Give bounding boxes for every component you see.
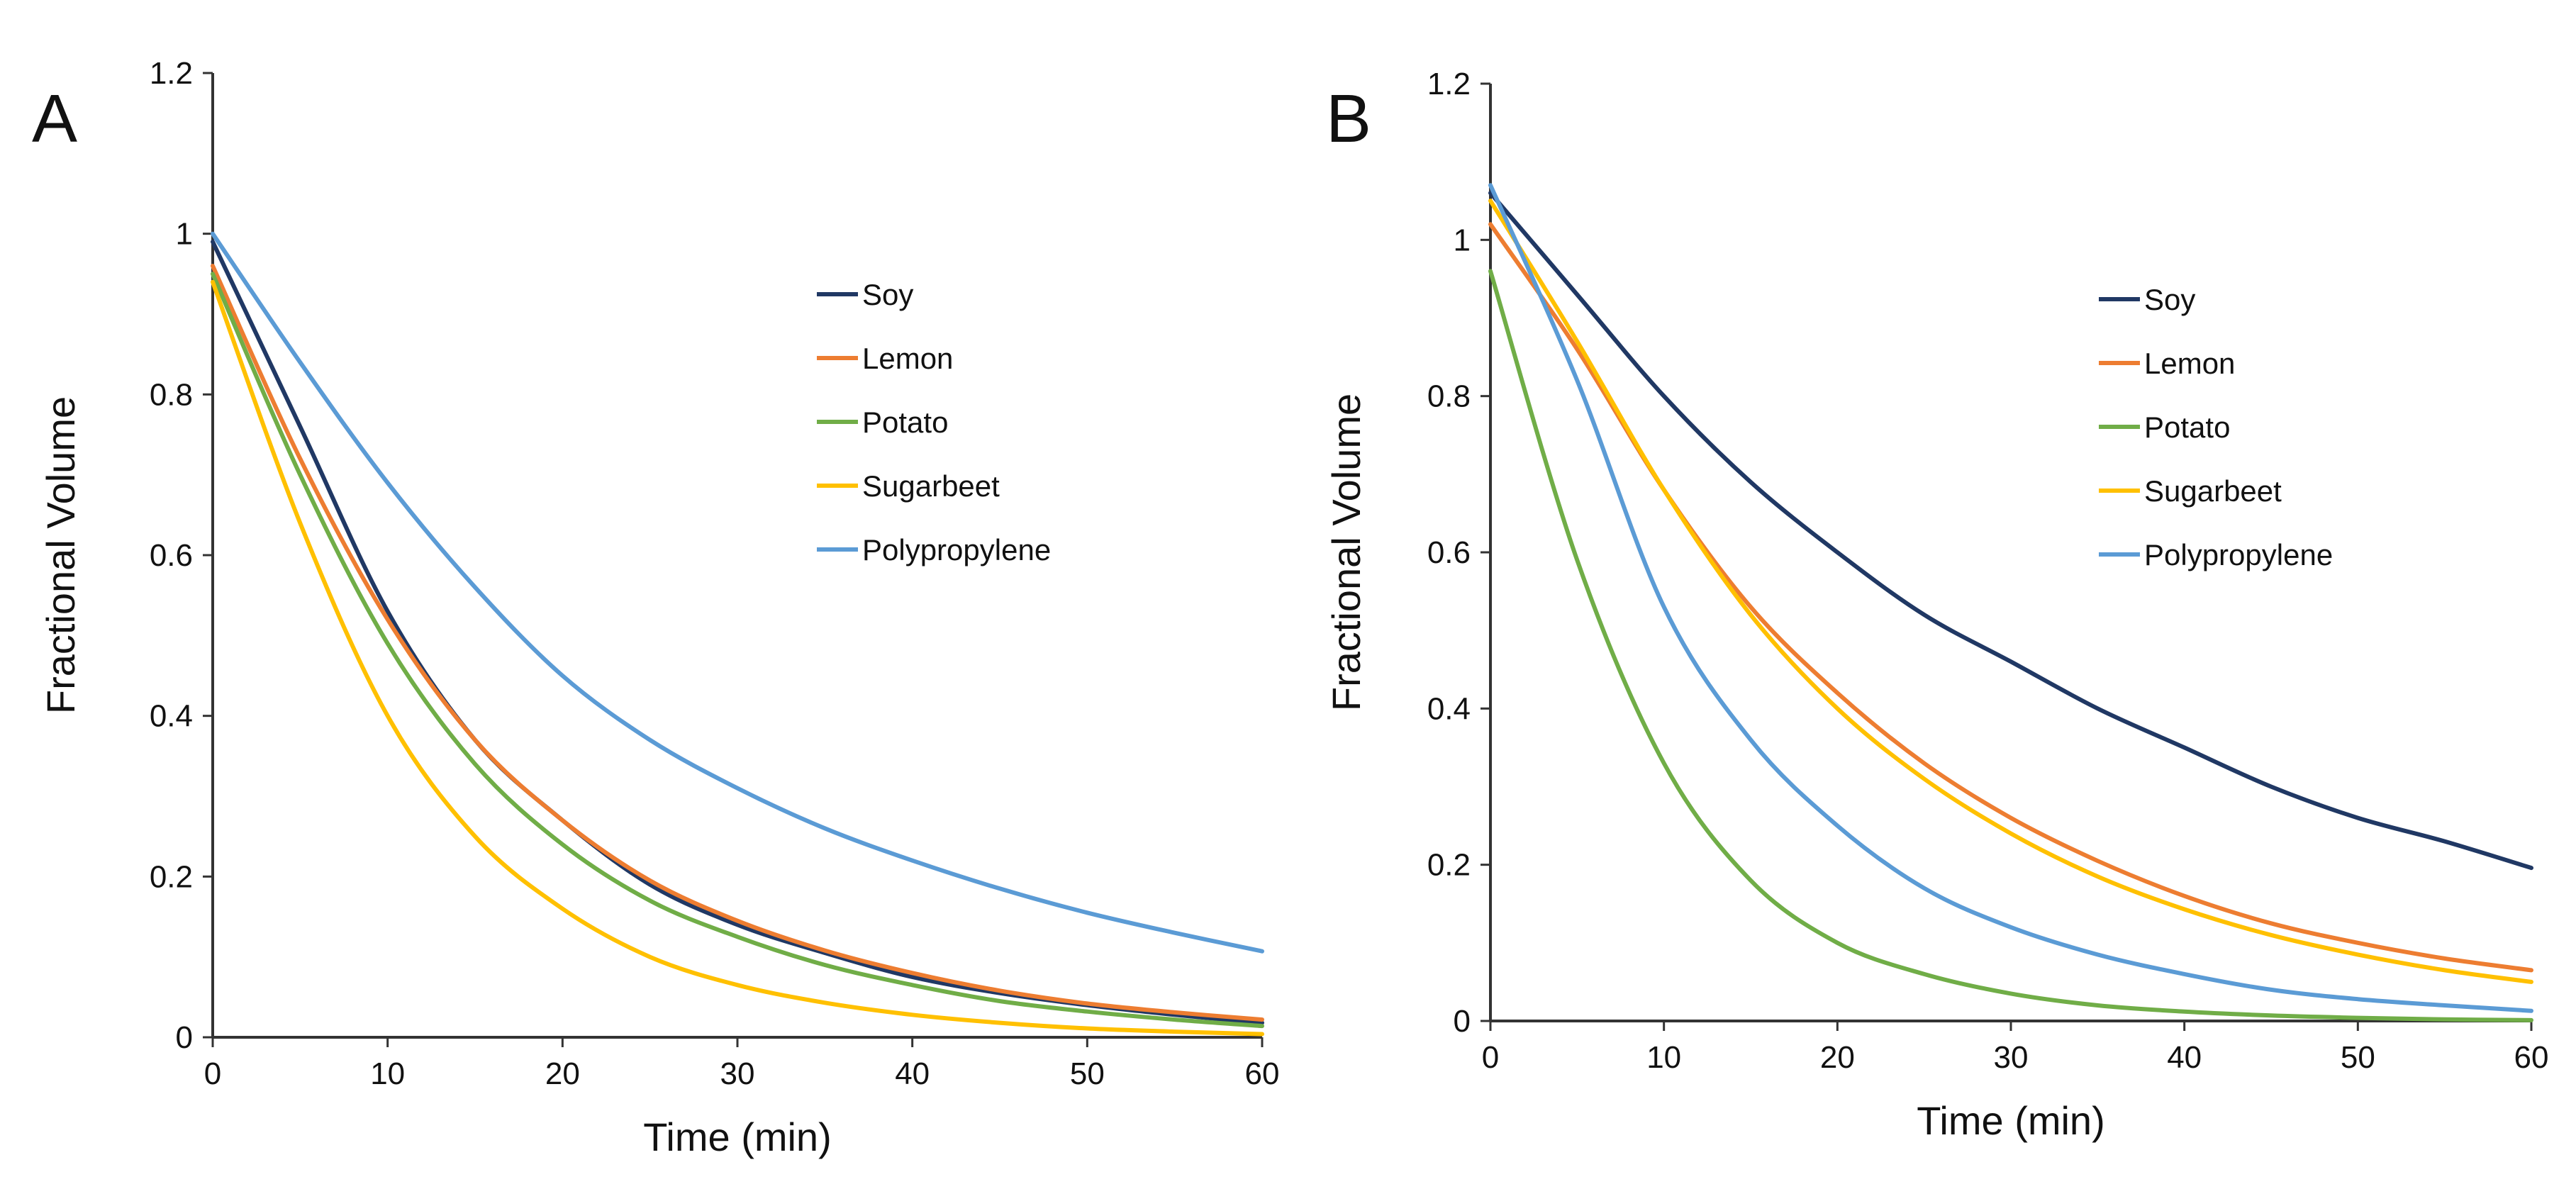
x-tick-label: 0 [204, 1056, 221, 1091]
y-tick-label: 1.2 [150, 56, 193, 91]
x-tick-label: 20 [1820, 1040, 1855, 1075]
y-tick-label: 0.4 [1427, 691, 1471, 726]
y-tick-label: 1.2 [1427, 67, 1471, 101]
series-line-lemon [1488, 222, 2533, 973]
x-tick-label: 50 [1070, 1056, 1105, 1091]
panel-b: B 0 0.2 0.4 0.6 0.8 1 1.2 0 10 20 30 40 50 60 Time (mi… [1324, 67, 2548, 1143]
y-tick-label: 0.8 [1427, 379, 1471, 414]
series-line-soy [1488, 191, 2533, 871]
y-tick-label: 0 [176, 1020, 193, 1055]
x-tick-label: 10 [370, 1056, 405, 1091]
legend-label: Lemon [2144, 347, 2235, 380]
series-line-polypropylene [211, 231, 1264, 954]
series-line-soy [211, 240, 1264, 1025]
legend-label: Soy [2144, 283, 2195, 316]
y-tick-label: 1 [1454, 223, 1471, 257]
y-tick-label: 0.2 [150, 859, 193, 894]
legend-label: Potato [862, 406, 948, 439]
x-tick-label: 40 [2167, 1040, 2202, 1075]
legend-label: Potato [2144, 411, 2230, 444]
legend-label: Soy [862, 278, 913, 311]
series-line-potato [1488, 269, 2533, 1022]
x-axis-title: Time (min) [643, 1115, 831, 1159]
legend-label: Polypropylene [862, 533, 1051, 566]
series-line-polypropylene [1488, 183, 2533, 1013]
series-line-lemon [211, 264, 1264, 1022]
y-tick-label: 0.8 [150, 377, 193, 412]
y-tick-label: 0.2 [1427, 848, 1471, 883]
x-tick-label: 60 [1245, 1056, 1280, 1091]
y-axis-title: Fractional Volume [1324, 393, 1368, 711]
legend-label: Sugarbeet [862, 469, 1000, 503]
y-tick-label: 0.4 [150, 699, 193, 734]
x-tick-label: 30 [720, 1056, 755, 1091]
x-tick-label: 30 [1994, 1040, 2029, 1075]
x-tick-label: 10 [1646, 1040, 1681, 1075]
x-axis-title: Time (min) [1917, 1098, 2104, 1143]
y-tick-label: 0.6 [1427, 535, 1471, 570]
x-tick-label: 60 [2514, 1040, 2549, 1075]
series-line-potato [211, 272, 1264, 1029]
y-axis-title: Fractional Volume [38, 396, 83, 714]
x-tick-label: 20 [545, 1056, 580, 1091]
legend-label: Sugarbeet [2144, 474, 2282, 508]
y-tick-label: 0 [1454, 1004, 1471, 1039]
x-tick-label: 40 [895, 1056, 930, 1091]
x-tick-label: 0 [1482, 1040, 1499, 1075]
y-tick-label: 1 [176, 217, 193, 252]
y-tick-label: 0.6 [150, 538, 193, 573]
legend-label: Polypropylene [2144, 538, 2333, 571]
panel-letter-a: A [32, 81, 77, 157]
panel-letter-b: B [1326, 81, 1371, 157]
series-line-sugarbeet [1488, 199, 2533, 984]
x-tick-label: 50 [2341, 1040, 2375, 1075]
panel-a: A 0 0.2 0.4 0.6 0.8 1 1.2 0 10 20 30 40 50 60 Time (mi… [32, 56, 1279, 1159]
series-line-sugarbeet [211, 279, 1264, 1037]
legend-label: Lemon [862, 342, 953, 375]
